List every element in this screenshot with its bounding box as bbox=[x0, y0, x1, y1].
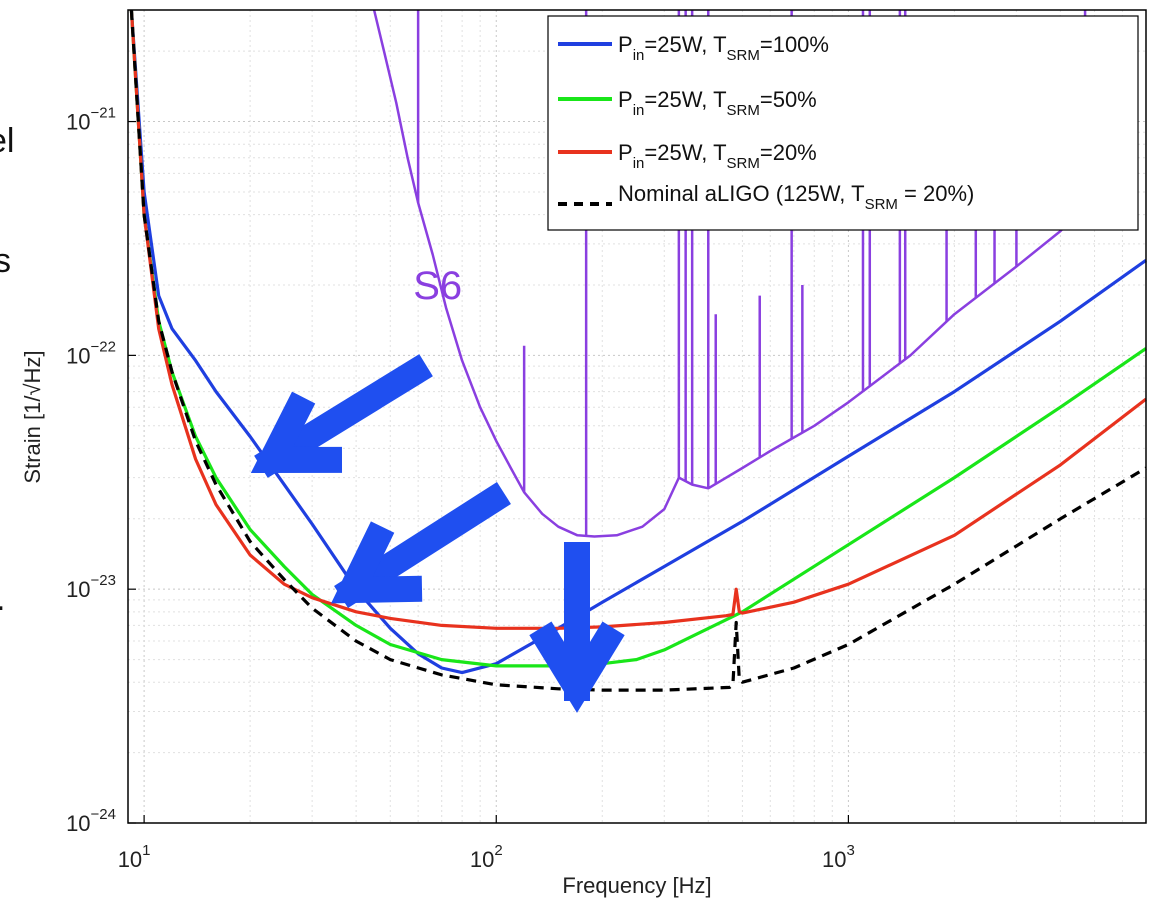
tick-layer: 101 102 103 10−24 10−23 10−22 10−21 bbox=[66, 105, 855, 872]
x-tick-label: 101 bbox=[118, 842, 151, 872]
arrow-head bbox=[250, 391, 343, 474]
legend-box bbox=[547, 15, 1139, 231]
legend-text-c: =50% bbox=[760, 87, 817, 112]
legend-sub-t: SRM bbox=[727, 47, 760, 64]
s6-label: S6 bbox=[413, 264, 462, 308]
legend-entry-tsrm50: Pin=25W, TSRM=50% bbox=[618, 87, 817, 119]
legend-sub-p: in bbox=[633, 102, 645, 119]
series-line-pin25_tsrm20 bbox=[129, 9, 1147, 630]
x-tick-label: 102 bbox=[470, 842, 503, 872]
legend-text-c: =100% bbox=[760, 32, 829, 57]
cut-text-1: el bbox=[0, 122, 14, 160]
legend-sub-p: in bbox=[633, 47, 645, 64]
y-tick-label: 10−21 bbox=[66, 105, 116, 135]
legend-text-a: P bbox=[618, 87, 633, 112]
cut-text-3: . bbox=[0, 580, 5, 618]
legend-text-b: =25W, T bbox=[644, 140, 726, 165]
series-line-nominal bbox=[129, 9, 1147, 692]
legend-text-a: P bbox=[618, 32, 633, 57]
legend-text-a: P bbox=[618, 140, 633, 165]
y-tick-label: 10−22 bbox=[66, 338, 116, 368]
legend-sub-p: in bbox=[633, 155, 645, 172]
legend-sub-t: SRM bbox=[865, 196, 898, 213]
x-axis-title: Frequency [Hz] bbox=[562, 873, 711, 898]
arrow-shaft bbox=[334, 482, 511, 608]
legend-entry-nominal: Nominal aLIGO (125W, TSRM = 20%) bbox=[618, 181, 974, 213]
cut-text-2: s bbox=[0, 242, 11, 280]
legend-entry-tsrm20: Pin=25W, TSRM=20% bbox=[618, 140, 817, 172]
x-tick-label: 103 bbox=[822, 842, 855, 872]
legend-entry-tsrm100: Pin=25W, TSRM=100% bbox=[618, 32, 829, 64]
legend-text-c: =20% bbox=[760, 140, 817, 165]
arrow-layer bbox=[250, 354, 625, 713]
legend: Pin=25W, TSRM=100% Pin=25W, TSRM=50% Pin… bbox=[547, 15, 1139, 231]
plot-frame bbox=[127, 9, 1147, 824]
legend-text-b: =25W, T bbox=[644, 87, 726, 112]
y-tick-label: 10−24 bbox=[66, 806, 116, 836]
arrow-shaft bbox=[254, 354, 433, 478]
legend-text-b: =25W, T bbox=[644, 32, 726, 57]
legend-sub-t: SRM bbox=[727, 102, 760, 119]
legend-sub-t: SRM bbox=[727, 155, 760, 172]
arrow-head bbox=[529, 621, 625, 713]
legend-text-a: Nominal aLIGO (125W, T bbox=[618, 181, 865, 206]
legend-text-c: = 20%) bbox=[898, 181, 974, 206]
y-tick-label: 10−23 bbox=[66, 572, 116, 602]
arrow-head bbox=[331, 521, 423, 604]
y-axis-title: Strain [1/√Hz] bbox=[20, 350, 45, 483]
